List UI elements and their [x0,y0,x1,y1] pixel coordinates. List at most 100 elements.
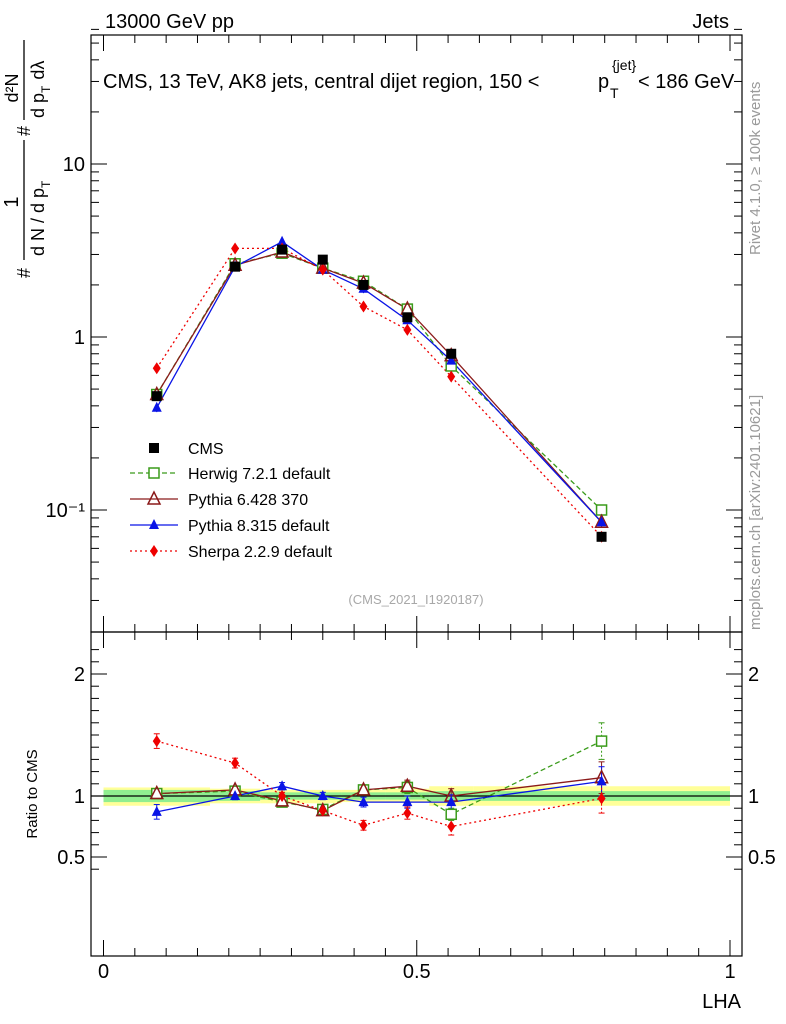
ratio-point-pythia-8-315-default [446,796,457,807]
plot-title-sub: T [610,85,619,101]
x-tick-label: 1 [724,961,735,983]
main-point-cms [317,254,328,265]
legend-entry-herwig-7-2-1-default: Herwig 7.2.1 default [130,466,331,483]
ratio-point-pythia-6-428-370 [274,792,290,807]
legend-label-herwig-7-2-1-default: Herwig 7.2.1 default [188,466,331,483]
legend-marker-pythia-6-428-370 [146,490,162,505]
y-label-frac-den-sub: T [39,180,53,188]
main-line-sherpa-2-2-9-default [156,247,603,538]
main-point-pythia-8-315-default [151,401,162,412]
main-axis-ticks [91,28,742,632]
ratio-y-tick-label: 1 [74,786,85,808]
main-point-herwig-7-2-1-default [595,504,608,516]
mcplots-url-label: mcplots.cern.ch [arXiv:2401.10621] [747,395,764,630]
main-point-pythia-8-315-default [596,516,607,527]
ratio-line-sherpa-2-2-9-default [156,740,602,828]
rivet-version-label: Rivet 4.1.0, ≥ 100k events [747,82,764,255]
main-line-pythia-8-315-default [156,241,603,523]
legend-marker-pythia-8-315-default [149,519,159,529]
main-point-cms [277,244,288,255]
y-label-frac-num: 1 [1,196,23,207]
ratio-point-sherpa-2-2-9-default [359,819,368,832]
legend-marker-herwig-7-2-1-default [148,467,160,479]
ratio-panel: 2 21 10.5 0.5 0 0.5 1 [57,631,776,983]
plot-title-main: CMS, 13 TeV, AK8 jets, central dijet reg… [103,71,539,93]
ratio-point-herwig-7-2-1-default [401,781,414,794]
ratio-point-herwig-7-2-1-default [445,808,457,821]
y-label-frac-den: d N / d pT [28,180,53,256]
ratio-y-tick-label-right: 2 [748,664,759,686]
header-jets-label: Jets [692,11,729,33]
x-tick-label: 0 [98,961,109,983]
main-y-axis-label: # 1 d N / d pT # d²N d pTdλ [1,40,53,278]
y-label-frac-den-text: d N / d p [28,188,48,256]
y-label-hash-1: # [14,268,34,278]
plot-title-tail: < 186 GeV [638,71,735,93]
ratio-point-pythia-8-315-default [596,775,607,786]
legend-marker-cms [149,443,159,453]
main-point-sherpa-2-2-9-default [318,263,327,276]
y-tick-label: 1 [74,327,85,349]
main-point-cms [446,348,457,359]
ratio-point-sherpa-2-2-9-default [318,804,327,817]
ratio-point-pythia-8-315-default [402,796,413,807]
y-tick-label: 10⁻¹ [46,500,86,522]
ratio-axis-ticks [91,632,742,956]
main-panel-frame [90,34,743,633]
main-point-cms [596,531,607,542]
ratio-line-pythia-8-315-default [156,780,602,813]
legend-label-pythia-6-428-370: Pythia 6.428 370 [188,492,308,509]
y-tick-label: 10 [63,154,85,176]
main-point-sherpa-2-2-9-default [403,323,412,336]
ratio-point-pythia-6-428-370 [149,784,164,800]
legend-series-entries: Herwig 7.2.1 default Pythia 6.428 370 Pyth… [130,466,333,561]
ratio-y-tick-label: 0.5 [57,847,85,869]
plot-title-p: p [598,71,609,93]
ratio-point-sherpa-2-2-9-default [403,807,412,820]
ratio-y-tick-labels: 2 2 1 1 0.5 0.5 [57,664,776,869]
main-panel: 10 1 10⁻¹ CMS, 13 TeV, AK8 jets, central d… [46,28,743,633]
legend-marker-sherpa-2-2-9-default [150,545,158,557]
main-point-cms [230,261,241,272]
plot-title: CMS, 13 TeV, AK8 jets, central dijet reg… [103,71,539,93]
legend: CMS Herwig 7.2.1 default Pythia 6.428 370… [130,441,333,561]
ratio-y-tick-label: 2 [74,664,85,686]
ratio-point-pythia-8-315-default [358,796,369,807]
y-label-dpdl: d pTdλ [28,61,53,118]
legend-label-sherpa-2-2-9-default: Sherpa 2.2.9 default [188,544,333,561]
main-point-sherpa-2-2-9-default [231,242,240,255]
legend-entry-sherpa-2-2-9-default: Sherpa 2.2.9 default [130,544,333,561]
y-label-hash-2: # [14,126,34,136]
y-label-dpdl-text: d p [28,93,48,118]
main-point-sherpa-2-2-9-default [359,300,368,313]
ratio-point-pythia-6-428-370 [356,781,371,796]
ratio-point-pythia-8-315-default [230,790,241,800]
ratio-y-axis-label: Ratio to CMS [24,749,41,838]
ratio-point-sherpa-2-2-9-default [152,735,161,748]
main-point-sherpa-2-2-9-default [447,370,456,383]
main-point-pythia-8-315-default [277,235,288,246]
x-tick-label: 0.5 [403,961,431,983]
ratio-point-sherpa-2-2-9-default [597,792,606,805]
main-point-cms [151,391,162,402]
main-point-cms [358,279,369,290]
main-point-sherpa-2-2-9-default [152,362,161,375]
legend-entry-cms: CMS [149,441,224,458]
ratio-y-tick-label-right: 1 [748,786,759,808]
plot-title-sup: {jet} [612,57,636,73]
ratio-line-pythia-6-428-370 [156,777,602,812]
ratio-series-markers [149,735,609,833]
ratio-point-sherpa-2-2-9-default [231,757,240,770]
ratio-error-bars [153,722,605,836]
ratio-point-pythia-8-315-default [277,780,288,791]
analysis-watermark: (CMS_2021_I1920187) [348,592,483,607]
ratio-point-pythia-8-315-default [317,790,328,800]
y-label-dl: dλ [28,61,48,80]
x-axis-label: LHA [702,991,742,1013]
ratio-point-sherpa-2-2-9-default [278,790,287,802]
legend-entry-pythia-6-428-370: Pythia 6.428 370 [130,490,308,509]
main-point-pythia-6-428-370 [594,513,609,528]
ratio-point-herwig-7-2-1-default [595,735,608,747]
ratio-line-herwig-7-2-1-default [156,740,602,816]
